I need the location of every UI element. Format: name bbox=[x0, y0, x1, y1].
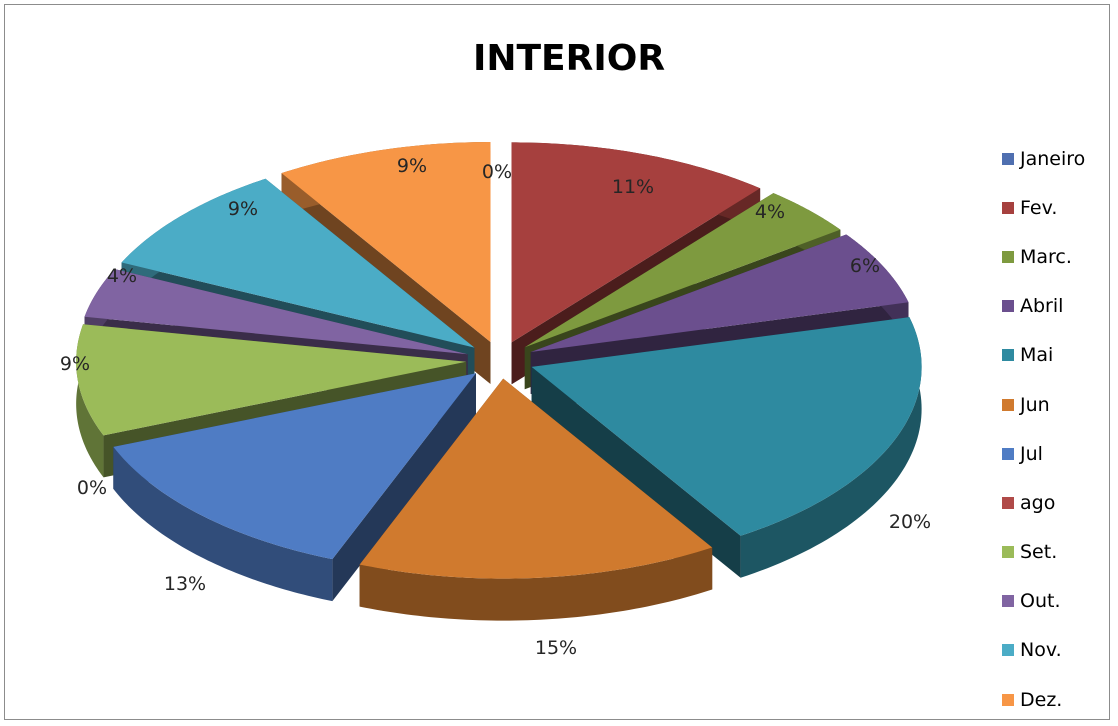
legend-item-jun: Jun bbox=[1002, 380, 1085, 429]
data-label-mai: 20% bbox=[889, 511, 931, 533]
data-label-marc: 4% bbox=[755, 201, 785, 223]
legend-label: Marc. bbox=[1020, 245, 1072, 268]
chart-title: INTERIOR bbox=[472, 38, 666, 79]
legend-item-nov: Nov. bbox=[1002, 626, 1085, 675]
data-label-out: 4% bbox=[107, 265, 137, 287]
chart-legend: Janeiro Fev. Marc. Abril Mai Jun Jul ago Set. Out… bbox=[1002, 134, 1085, 724]
legend-swatch bbox=[1002, 349, 1014, 362]
pie-slice-tops bbox=[76, 142, 922, 579]
legend-item-marc: Marc. bbox=[1002, 232, 1085, 281]
legend-item-fev: Fev. bbox=[1002, 183, 1085, 232]
data-label-fev: 11% bbox=[612, 176, 654, 198]
data-label-jun: 15% bbox=[535, 637, 577, 659]
pie-slice-marc bbox=[524, 193, 841, 348]
legend-swatch bbox=[1002, 250, 1014, 263]
legend-item-out: Out. bbox=[1002, 577, 1085, 626]
legend-item-mai: Mai bbox=[1002, 331, 1085, 380]
legend-label: Jul bbox=[1020, 442, 1043, 465]
pie-data-labels: 0% 11% 4% 6% 20% 15% 13% 0% 9% 4% 9% 9% bbox=[60, 155, 931, 659]
legend-label: Out. bbox=[1020, 590, 1061, 613]
legend-label: Jun bbox=[1020, 393, 1050, 416]
legend-swatch bbox=[1002, 693, 1014, 706]
legend-swatch bbox=[1002, 595, 1014, 608]
data-label-set: 9% bbox=[60, 353, 90, 375]
data-label-jul: 13% bbox=[164, 573, 206, 595]
pie-slice-jun bbox=[359, 378, 713, 579]
pie-slice-outer-wall bbox=[113, 446, 333, 602]
legend-swatch bbox=[1002, 447, 1014, 460]
pie-slice-mai bbox=[531, 317, 922, 536]
legend-item-abril: Abril bbox=[1002, 282, 1085, 331]
legend-label: Dez. bbox=[1020, 688, 1063, 711]
pie-slice-dez bbox=[281, 142, 491, 343]
legend-label: ago bbox=[1020, 491, 1056, 514]
legend-swatch bbox=[1002, 398, 1014, 411]
legend-item-jul: Jul bbox=[1002, 429, 1085, 478]
legend-swatch bbox=[1002, 152, 1014, 165]
pie-slice-outer-wall bbox=[359, 547, 713, 621]
legend-label: Mai bbox=[1020, 344, 1054, 367]
data-label-nov: 9% bbox=[228, 198, 258, 220]
legend-label: Fev. bbox=[1020, 196, 1058, 219]
legend-swatch bbox=[1002, 546, 1014, 559]
legend-swatch bbox=[1002, 496, 1014, 509]
legend-swatch bbox=[1002, 644, 1014, 657]
pie-slice-jul bbox=[113, 373, 476, 560]
pie-slice-cut-face bbox=[531, 366, 741, 578]
pie-slice-abril bbox=[530, 234, 909, 353]
legend-swatch bbox=[1002, 300, 1014, 313]
legend-label: Set. bbox=[1020, 541, 1058, 564]
data-label-ago: 0% bbox=[77, 477, 107, 499]
legend-item-set: Set. bbox=[1002, 528, 1085, 577]
pie-slice-fev bbox=[511, 142, 761, 343]
data-label-dez: 9% bbox=[397, 155, 427, 177]
pie-slice-outer-wall bbox=[740, 317, 922, 578]
pie-slice-out bbox=[84, 269, 468, 355]
legend-swatch bbox=[1002, 201, 1014, 214]
data-label-janeiro: 0% bbox=[482, 161, 512, 183]
pie-slice-nov bbox=[121, 178, 475, 348]
pie-slice-cut-face bbox=[332, 373, 476, 602]
pie-slice-set bbox=[76, 324, 467, 436]
legend-label: Nov. bbox=[1020, 639, 1062, 662]
legend-item-janeiro: Janeiro bbox=[1002, 134, 1085, 183]
legend-item-ago: ago bbox=[1002, 478, 1085, 527]
legend-label: Janeiro bbox=[1020, 147, 1086, 170]
data-label-abril: 6% bbox=[850, 255, 880, 277]
legend-label: Abril bbox=[1020, 295, 1064, 318]
legend-item-dez: Dez. bbox=[1002, 675, 1085, 724]
